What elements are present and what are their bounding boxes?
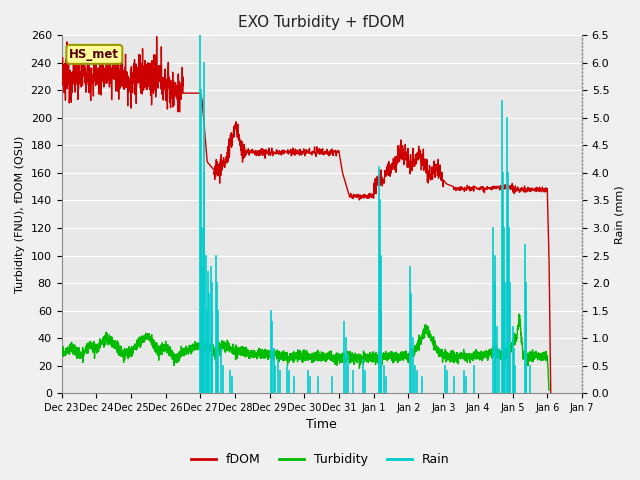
Legend: fDOM, Turbidity, Rain: fDOM, Turbidity, Rain (186, 448, 454, 471)
Y-axis label: Rain (mm): Rain (mm) (615, 185, 625, 243)
Title: EXO Turbidity + fDOM: EXO Turbidity + fDOM (238, 15, 405, 30)
Y-axis label: Turbidity (FNU), fDOM (QSU): Turbidity (FNU), fDOM (QSU) (15, 135, 25, 293)
Text: HS_met: HS_met (69, 48, 119, 61)
X-axis label: Time: Time (307, 419, 337, 432)
